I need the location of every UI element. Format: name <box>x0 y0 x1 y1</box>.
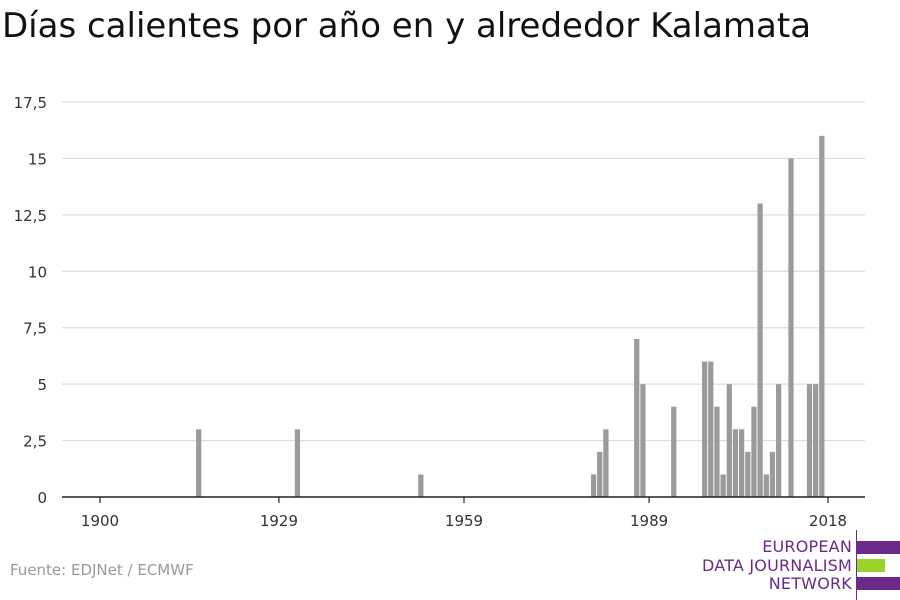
bar <box>788 158 794 497</box>
bar <box>806 384 813 497</box>
bar <box>701 361 708 497</box>
x-tick-label: 2018 <box>809 512 847 530</box>
y-tick-label: 2,5 <box>23 433 47 451</box>
x-tick-label: 1900 <box>81 512 119 530</box>
bar <box>597 451 603 497</box>
logo-bar-purple-top <box>857 541 900 554</box>
logo-bar-green <box>857 559 885 572</box>
bar <box>776 384 782 497</box>
bar <box>751 406 757 497</box>
x-tick-label: 1959 <box>445 512 483 530</box>
logo-line-1: EUROPEAN <box>762 537 852 556</box>
bar <box>726 384 732 497</box>
bar <box>634 339 640 497</box>
y-tick-label: 0 <box>37 489 47 507</box>
y-tick-label: 12,5 <box>14 207 47 225</box>
logo-line-2: DATA JOURNALISM <box>702 555 852 575</box>
chart-title: Días calientes por año en y alrededor Ka… <box>2 6 812 46</box>
bar <box>769 451 776 497</box>
bar <box>763 474 769 497</box>
y-tick-label: 10 <box>28 263 47 281</box>
bar <box>294 429 301 497</box>
bar <box>196 429 202 497</box>
bar <box>813 384 819 497</box>
bar-chart: 0 2,5 5 7,5 10 12,5 15 17,5 1900 1929 1959 1989 2018 <box>14 94 865 530</box>
logo-divider <box>856 530 857 600</box>
bar <box>590 474 597 497</box>
bar <box>714 406 720 497</box>
bar <box>671 406 677 497</box>
bar <box>720 474 726 497</box>
logo-line-3: NETWORK <box>768 574 852 593</box>
bars <box>196 135 825 498</box>
bar <box>418 474 424 497</box>
bar <box>739 429 745 497</box>
y-tick-label: 15 <box>28 150 47 168</box>
x-tick-label: 1929 <box>260 512 298 530</box>
logo-bar-purple-bottom <box>857 577 900 590</box>
bar <box>708 361 714 497</box>
edjnet-logo: EUROPEAN DATA JOURNALISM NETWORK <box>700 528 900 600</box>
bar <box>732 429 739 497</box>
y-tick-label: 17,5 <box>14 94 47 112</box>
bar <box>819 135 825 497</box>
bar <box>603 429 609 497</box>
x-tick-label: 1989 <box>630 512 668 530</box>
y-tick-label: 5 <box>37 376 47 394</box>
y-tick-label: 7,5 <box>23 320 47 338</box>
bar <box>745 451 751 497</box>
bar <box>757 203 763 498</box>
bar <box>640 384 646 497</box>
logo-text: EUROPEAN DATA JOURNALISM NETWORK <box>702 537 852 594</box>
source-note: Fuente: EDJNet / ECMWF <box>10 561 194 579</box>
axes: 0 2,5 5 7,5 10 12,5 15 17,5 1900 1929 1959 1989 2018 <box>14 94 865 530</box>
gridlines <box>62 101 865 442</box>
